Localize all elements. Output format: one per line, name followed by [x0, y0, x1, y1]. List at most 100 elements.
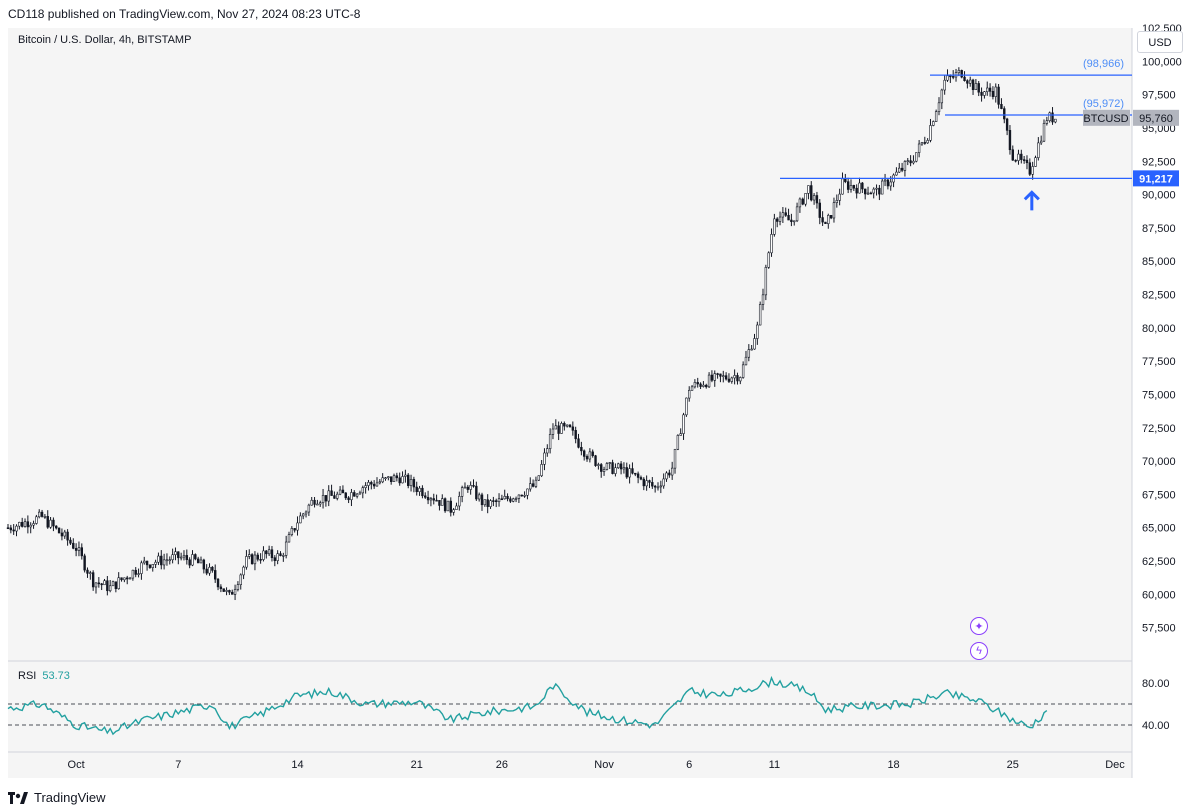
- currency-selector[interactable]: USD: [1137, 31, 1183, 53]
- candle-body: [1014, 159, 1017, 162]
- candle-body: [191, 554, 194, 566]
- candle-body: [23, 521, 27, 527]
- candle-body: [1022, 159, 1026, 161]
- candle-body: [177, 551, 180, 559]
- candle-body: [319, 502, 322, 505]
- candle-body: [645, 480, 648, 487]
- candle-body: [69, 539, 72, 544]
- candle-body: [517, 494, 521, 499]
- footer-brand[interactable]: TradingView: [8, 790, 106, 805]
- candle-body: [722, 375, 725, 377]
- candle-body: [585, 456, 589, 460]
- candle-body: [489, 500, 492, 507]
- candle-body: [72, 542, 75, 549]
- candle-body: [900, 167, 904, 171]
- candle-body: [103, 580, 106, 586]
- candle-body: [74, 548, 78, 551]
- candle-body: [273, 557, 277, 561]
- candle-body: [350, 492, 353, 501]
- candle-body: [662, 478, 665, 487]
- candle-body: [903, 161, 907, 171]
- lightning-icon[interactable]: ϟ: [970, 642, 988, 660]
- candle-body: [168, 559, 171, 562]
- x-tick-label: 26: [496, 759, 508, 771]
- candle-body: [29, 524, 32, 528]
- candle-body: [372, 483, 376, 487]
- candle-body: [736, 375, 739, 382]
- candle-body: [991, 91, 995, 97]
- candle-body: [57, 527, 61, 534]
- candle-body: [747, 349, 751, 358]
- candle-body: [881, 180, 884, 195]
- candle-body: [554, 425, 558, 430]
- candle-body: [35, 516, 38, 524]
- y-tick-label: 100,000: [1142, 56, 1182, 68]
- candle-body: [18, 521, 21, 527]
- candle-body: [307, 504, 311, 513]
- candle-body: [154, 561, 157, 565]
- candle-body: [262, 550, 265, 560]
- x-tick-label: 25: [1007, 759, 1019, 771]
- x-tick-label: Nov: [594, 759, 614, 771]
- candle-body: [699, 383, 702, 387]
- candle-body: [934, 111, 938, 122]
- candle-body: [415, 486, 418, 493]
- candle-body: [1000, 104, 1003, 109]
- candle-body: [531, 483, 535, 487]
- candle-body: [497, 498, 501, 502]
- candle-body: [404, 474, 407, 477]
- candle-body: [523, 494, 526, 497]
- rsi-tick-label: 40.00: [1142, 720, 1170, 732]
- candle-body: [756, 324, 759, 339]
- candle-body: [100, 583, 103, 586]
- candle-body: [577, 438, 580, 448]
- candle-body: [253, 554, 257, 565]
- level-label-high: (98,966): [1083, 58, 1124, 70]
- candle-body: [739, 377, 742, 382]
- candle-body: [1045, 120, 1049, 124]
- candle-body: [957, 70, 961, 73]
- candle-body: [917, 143, 921, 153]
- candle-body: [977, 83, 980, 93]
- candle-body: [165, 559, 169, 562]
- candle-body: [222, 588, 225, 592]
- candle-body: [696, 382, 699, 385]
- candle-body: [795, 206, 799, 222]
- candle-body: [284, 541, 288, 556]
- candle-body: [145, 560, 149, 566]
- candle-body: [980, 91, 983, 96]
- candle-body: [279, 553, 282, 557]
- candle-body: [540, 464, 543, 477]
- candle-body: [46, 516, 49, 528]
- candle-body: [239, 574, 242, 585]
- candle-body: [123, 577, 126, 581]
- candle-body: [500, 498, 504, 501]
- candle-body: [469, 485, 472, 490]
- candle-body: [560, 423, 563, 434]
- candle-body: [631, 468, 634, 474]
- candle-body: [313, 499, 316, 505]
- candle-body: [611, 462, 614, 474]
- sparkle-icon[interactable]: ✦: [970, 617, 988, 635]
- candle-body: [852, 185, 856, 189]
- candle-body: [994, 86, 997, 97]
- candle-body: [480, 494, 484, 506]
- candle-body: [1048, 112, 1051, 122]
- candle-body: [341, 489, 345, 494]
- candle-body: [344, 492, 347, 499]
- candle-body: [409, 479, 413, 486]
- candle-body: [895, 171, 898, 176]
- y-tick-label: 67,500: [1142, 489, 1176, 501]
- candle-body: [841, 178, 844, 195]
- candle-body: [889, 181, 892, 187]
- candle-body: [986, 87, 989, 93]
- candle-body: [551, 428, 555, 435]
- candle-body: [588, 451, 592, 460]
- x-tick-label: 11: [769, 759, 780, 771]
- candle-body: [370, 482, 373, 485]
- candle-body: [140, 562, 143, 574]
- candle-body: [937, 102, 941, 112]
- candle-body: [86, 569, 89, 574]
- tradingview-logo-icon: [8, 791, 28, 804]
